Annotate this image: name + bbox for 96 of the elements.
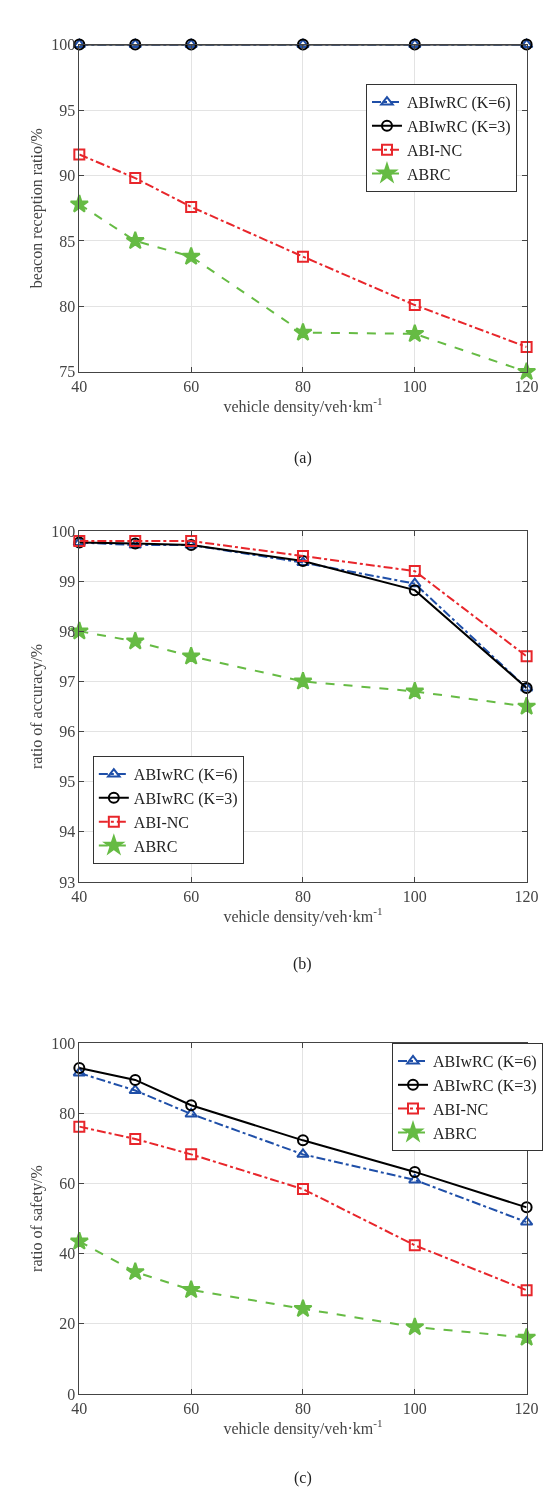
legend-label: ABRC	[406, 165, 451, 183]
point	[296, 1148, 310, 1158]
point	[125, 230, 145, 250]
point	[520, 650, 533, 663]
y-tick-label: 60	[59, 1175, 76, 1193]
x-tick-label: 60	[183, 888, 200, 906]
point	[129, 1132, 142, 1145]
point	[185, 200, 198, 213]
x-tick-label: 40	[71, 888, 88, 906]
point	[296, 250, 309, 263]
x-tick-label: 80	[294, 378, 311, 396]
y-axis-title: ratio of accuracy/%	[28, 643, 47, 770]
point	[408, 1165, 421, 1178]
text: (a)	[294, 449, 312, 467]
point	[408, 584, 421, 597]
point	[293, 322, 313, 341]
point	[520, 1201, 533, 1214]
point	[520, 1284, 533, 1297]
point	[125, 1261, 145, 1281]
point	[181, 646, 201, 665]
point	[408, 577, 422, 588]
point	[293, 671, 313, 690]
legend-label: ABIwRC (K=3)	[406, 118, 511, 137]
point	[408, 1173, 422, 1184]
point	[73, 1062, 86, 1075]
point	[69, 194, 89, 213]
point	[185, 1099, 198, 1112]
point	[72, 1066, 87, 1077]
x-axis-title: vehicle density/veh·km$^{-1}$	[223, 1417, 383, 1438]
point	[73, 1120, 86, 1133]
point	[129, 1073, 142, 1086]
point	[408, 1239, 421, 1252]
x-tick-label: 60	[183, 378, 200, 396]
point	[296, 1134, 309, 1147]
y-tick-label: 97	[59, 673, 76, 691]
text: (b)	[293, 955, 312, 973]
point	[405, 323, 425, 343]
x-tick-label: 100	[402, 378, 427, 396]
point	[408, 299, 421, 312]
y-tick-label: 20	[59, 1315, 76, 1333]
y-tick-label: 80	[59, 1104, 76, 1122]
y-tick-label: 94	[59, 823, 76, 841]
y-tick-label: 100	[51, 36, 76, 54]
legend-label: ABI-NC	[133, 813, 189, 831]
point	[293, 1298, 313, 1318]
x-tick-label: 120	[514, 1400, 539, 1418]
y-tick-label: 100	[51, 1034, 76, 1052]
point	[73, 148, 86, 161]
legend-label: ABRC	[133, 837, 178, 855]
x-tick-label: 40	[71, 378, 88, 396]
legend-label: ABI-NC	[433, 1100, 489, 1118]
point	[129, 172, 142, 185]
legend-label: ABIwRC (K=6)	[406, 94, 511, 113]
y-axis-title: ratio of safety/%	[28, 1165, 47, 1272]
x-tick-label: 80	[294, 1400, 311, 1418]
x-tick-label: 100	[402, 888, 427, 906]
point	[184, 1108, 198, 1118]
point	[296, 550, 309, 563]
point	[520, 340, 533, 353]
x-tick-label: 100	[402, 1400, 427, 1418]
y-tick-label: 80	[59, 297, 76, 315]
legend-label: ABIwRC (K=6)	[433, 1053, 537, 1072]
legend-label: ABRC	[433, 1124, 477, 1142]
point	[405, 1316, 425, 1336]
point	[296, 1183, 309, 1196]
x-tick-label: 40	[71, 1400, 88, 1418]
point	[181, 1279, 201, 1299]
y-tick-label: 95	[59, 101, 76, 119]
point	[405, 681, 425, 700]
y-tick-label: 96	[59, 723, 76, 741]
y-tick-label: 90	[59, 167, 76, 185]
x-axis-title: vehicle density/veh·km$^{-1}$	[223, 395, 383, 416]
y-tick-label: 95	[59, 773, 76, 791]
legend-label: ABIwRC (K=6)	[133, 766, 238, 785]
y-tick-label: 93	[59, 873, 76, 891]
x-tick-label: 80	[294, 888, 311, 906]
y-axis-title: beacon reception ratio/%	[28, 128, 47, 289]
x-tick-label: 60	[183, 1400, 200, 1418]
x-axis-title: vehicle density/veh·km$^{-1}$	[223, 905, 383, 926]
y-tick-label: 85	[59, 232, 76, 250]
y-tick-label: 0	[67, 1385, 76, 1403]
y-tick-label: 75	[59, 363, 76, 381]
legend-label: ABIwRC (K=3)	[133, 790, 238, 809]
text: (c)	[294, 1469, 312, 1487]
y-tick-label: 99	[59, 572, 76, 590]
y-tick-label: 40	[59, 1245, 76, 1263]
point	[408, 565, 421, 578]
y-tick-label: 100	[51, 522, 76, 540]
point	[125, 631, 145, 650]
legend-label: ABIwRC (K=3)	[433, 1077, 537, 1096]
x-tick-label: 120	[514, 888, 539, 906]
point	[181, 246, 201, 265]
y-tick-label: 98	[59, 622, 76, 640]
point	[185, 1148, 198, 1161]
legend-label: ABI-NC	[406, 141, 463, 159]
x-tick-label: 120	[514, 378, 539, 396]
